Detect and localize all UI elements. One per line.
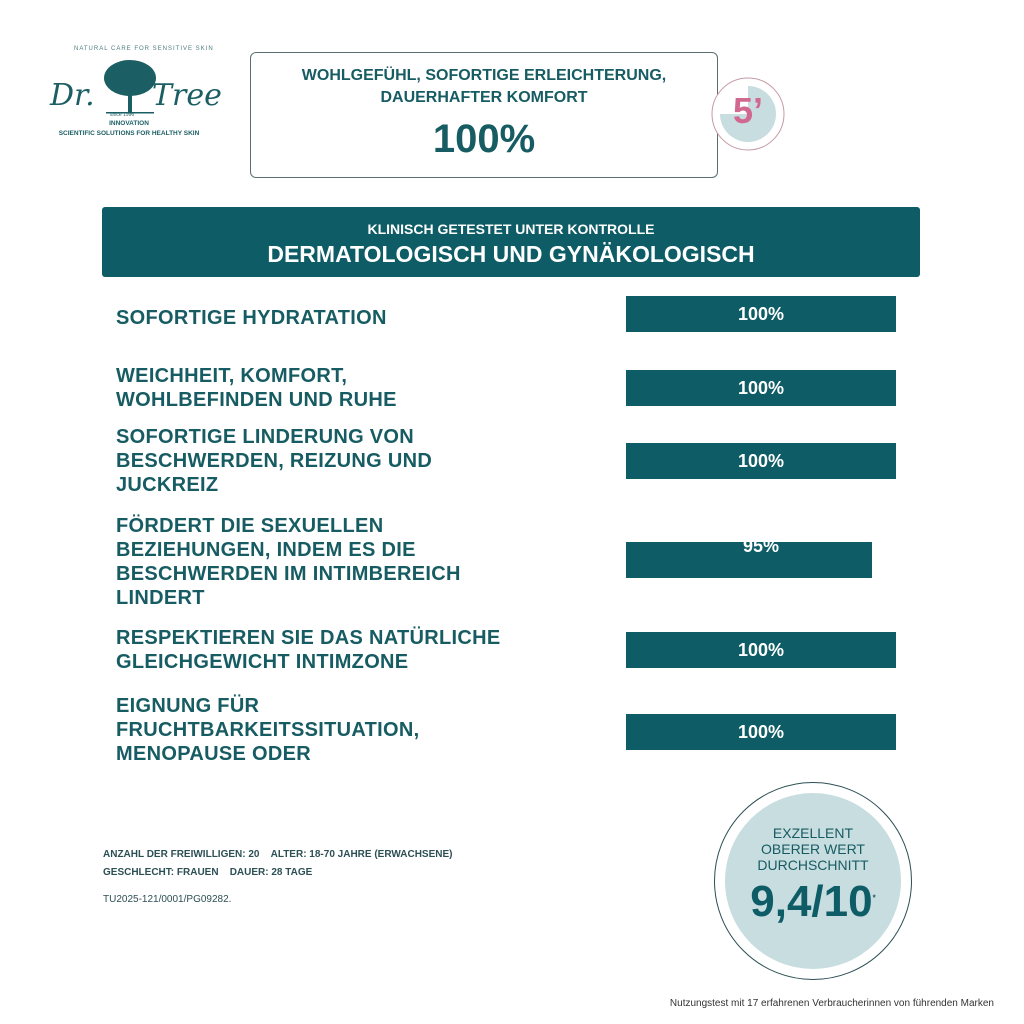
score-asterisk: * <box>872 893 876 903</box>
brand-logo: NATURAL CARE FOR SENSITIVE SKIN Dr. Tree… <box>44 44 222 144</box>
result-bar: 95% <box>626 542 872 578</box>
result-bar: 100% <box>626 714 896 750</box>
result-bar-label: 100% <box>737 722 785 742</box>
footnote: Nutzungstest mit 17 erfahrenen Verbrauch… <box>669 998 994 1009</box>
result-bar: 100% <box>626 296 896 332</box>
result-bar: 100% <box>626 632 896 668</box>
logo-brand-left: Dr. <box>50 78 95 113</box>
score-line-2: OBERER WERT <box>761 841 865 857</box>
gender: GESCHLECHT: FRAUEN <box>103 867 219 878</box>
top-claim-value: 100% <box>432 117 536 161</box>
score-value: 9,4/10 <box>750 877 873 926</box>
top-claim-box: WOHLGEFÜHL, SOFORTIGE ERLEICHTERUNG, DAU… <box>250 52 718 178</box>
volunteers-count: ANZAHL DER FREIWILLIGEN: 20 <box>103 849 260 860</box>
result-bar: 100% <box>626 443 896 479</box>
result-bar-label: 100% <box>737 304 785 324</box>
top-claim-title: WOHLGEFÜHL, SOFORTIGE ERLEICHTERUNG, DAU… <box>301 67 667 106</box>
logo-tagline-innovation: INNOVATION <box>109 120 149 127</box>
logo-tagline-science: SCIENTIFIC SOLUTIONS FOR HEALTHY SKIN <box>58 130 200 137</box>
score-line-3: DURCHSCHNITT <box>757 857 869 873</box>
result-label: EIGNUNG FÜR FRUCHTBARKEITSSITUATION, MEN… <box>116 695 420 765</box>
result-label: SOFORTIGE HYDRATATION <box>116 307 387 329</box>
result-label: FÖRDERT DIE SEXUELLEN BEZIEHUNGEN, INDEM… <box>116 515 461 609</box>
logo-since: since 1996 <box>110 112 135 118</box>
timer-icon: 5’ <box>710 76 786 152</box>
banner-subtitle: KLINISCH GETESTET UNTER KONTROLLE <box>367 221 655 237</box>
score-badge: EXZELLENT OBERER WERT DURCHSCHNITT 9,4/10* <box>714 782 912 980</box>
timer-value: 5’ <box>732 90 764 131</box>
clinical-banner: KLINISCH GETESTET UNTER KONTROLLE DERMAT… <box>102 207 920 277</box>
result-label: RESPEKTIEREN SIE DAS NATÜRLICHE GLEICHGE… <box>116 627 501 673</box>
score-line-1: EXZELLENT <box>772 825 854 841</box>
banner-title: DERMATOLOGISCH UND GYNÄKOLOGISCH <box>267 241 755 267</box>
tree-icon <box>104 60 156 114</box>
result-bar-label: 100% <box>737 378 785 398</box>
study-stats: ANZAHL DER FREIWILLIGEN: 20 ALTER: 18-70… <box>103 846 453 882</box>
age-range: ALTER: 18-70 JAHRE (ERWACHSENE) <box>270 849 453 860</box>
result-bar-label: 95% <box>742 542 780 556</box>
study-code: TU2025-121/0001/PG09282. <box>103 894 232 905</box>
duration: DAUER: 28 TAGE <box>229 867 313 878</box>
result-label: WEICHHEIT, KOMFORT, WOHLBEFINDEN UND RUH… <box>116 365 397 411</box>
result-bar-label: 100% <box>737 451 785 471</box>
result-label: SOFORTIGE LINDERUNG VON BESCHWERDEN, REI… <box>116 426 433 496</box>
result-bar-label: 100% <box>737 640 785 660</box>
result-bar: 100% <box>626 370 896 406</box>
logo-arc-text: NATURAL CARE FOR SENSITIVE SKIN <box>74 46 214 52</box>
logo-brand-right: Tree <box>152 78 222 113</box>
